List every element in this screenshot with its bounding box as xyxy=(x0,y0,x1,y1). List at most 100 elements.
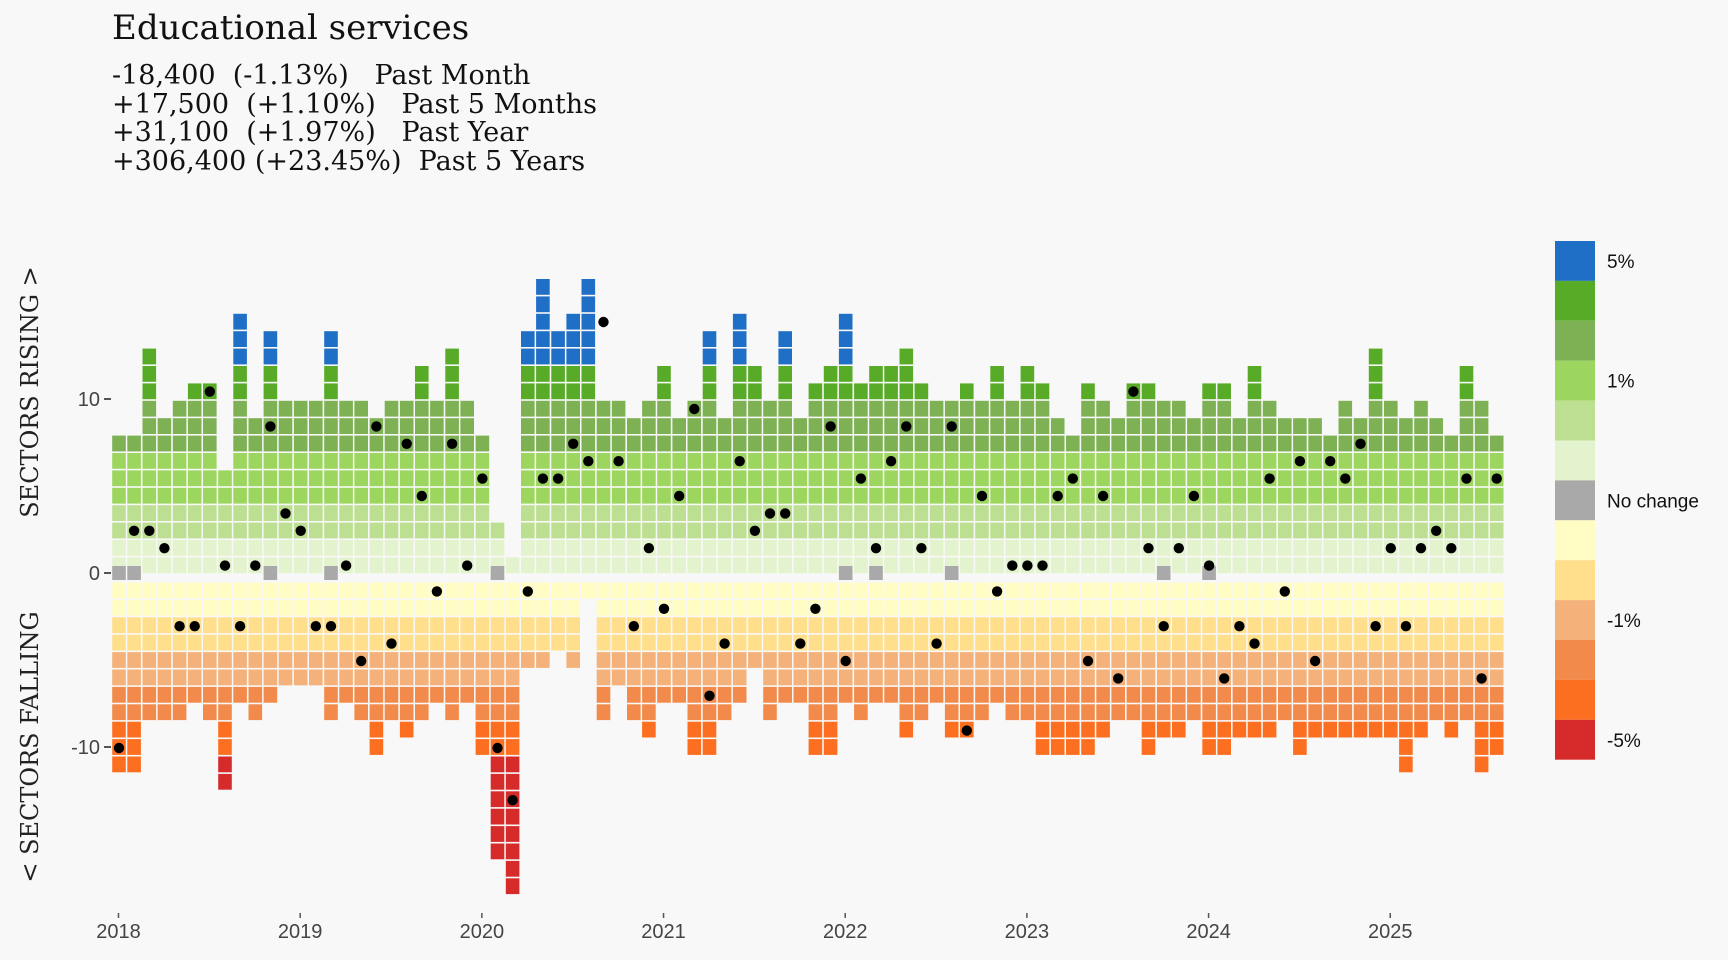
rising-tile xyxy=(944,435,959,452)
rising-tile xyxy=(157,505,172,521)
rising-tile xyxy=(521,487,535,504)
rising-tile xyxy=(581,366,596,382)
rising-tile xyxy=(1429,540,1443,556)
falling-tile xyxy=(566,599,580,616)
falling-tile xyxy=(838,686,853,703)
falling-tile xyxy=(203,704,217,721)
falling-tile xyxy=(551,634,565,651)
falling-tile xyxy=(505,669,520,686)
selected-sector-dot xyxy=(1249,638,1260,649)
rising-tile xyxy=(914,470,929,487)
selected-sector-dot xyxy=(219,560,231,571)
falling-tile xyxy=(611,599,626,616)
falling-tile xyxy=(112,669,126,686)
falling-tile xyxy=(354,582,368,599)
rising-tile xyxy=(309,453,323,469)
falling-tile xyxy=(1338,634,1353,651)
rising-tile xyxy=(1429,453,1443,469)
rising-tile xyxy=(1005,505,1020,521)
selected-sector-dot xyxy=(492,742,503,754)
falling-tile xyxy=(399,704,414,721)
rising-tile xyxy=(1247,522,1262,539)
rising-tile xyxy=(127,470,141,487)
rising-tile xyxy=(339,435,353,452)
rising-tile xyxy=(1368,453,1383,469)
falling-tile xyxy=(1384,617,1398,634)
rising-tile xyxy=(127,435,141,452)
rising-tile xyxy=(1278,522,1292,539)
rising-tile xyxy=(566,313,580,330)
rising-tile xyxy=(263,470,278,487)
rising-tile xyxy=(566,540,580,556)
falling-tile xyxy=(1308,617,1322,634)
falling-tile xyxy=(929,686,944,703)
stat-past-5-years: +306,400 (+23.45%) Past 5 Years xyxy=(112,145,586,177)
falling-tile xyxy=(944,721,959,738)
falling-tile xyxy=(793,652,808,668)
falling-tile xyxy=(233,634,247,651)
rising-tile xyxy=(430,470,444,487)
rising-tile xyxy=(1459,366,1474,382)
selected-sector-dot xyxy=(1385,543,1397,554)
falling-tile xyxy=(1353,652,1368,668)
falling-tile xyxy=(1096,686,1110,703)
falling-tile xyxy=(445,617,459,634)
falling-tile xyxy=(157,617,172,634)
falling-tile xyxy=(1232,721,1247,738)
rising-tile xyxy=(430,487,444,504)
rising-tile xyxy=(581,348,596,365)
y-axis-label-falling: < SECTORS FALLING xyxy=(16,611,44,882)
falling-tile xyxy=(172,686,187,703)
rising-tile xyxy=(778,522,792,539)
rising-tile xyxy=(642,522,656,539)
falling-tile xyxy=(884,599,898,616)
rising-tile xyxy=(1035,383,1050,400)
falling-tile xyxy=(1489,704,1504,721)
falling-tile xyxy=(1187,704,1201,721)
rising-tile xyxy=(460,435,474,452)
falling-tile xyxy=(1474,704,1489,721)
selected-sector-dot xyxy=(1491,473,1502,484)
falling-tile xyxy=(899,634,914,651)
falling-tile xyxy=(1141,686,1156,703)
rising-tile xyxy=(1399,453,1413,469)
falling-tile xyxy=(293,634,308,651)
rising-tile xyxy=(233,366,247,382)
falling-tile xyxy=(1126,704,1141,721)
rising-tile xyxy=(1353,470,1368,487)
rising-tile xyxy=(793,505,808,521)
rising-tile xyxy=(1217,400,1231,417)
rising-tile xyxy=(324,331,338,347)
rising-tile xyxy=(1141,505,1156,521)
falling-tile xyxy=(157,582,172,599)
falling-tile xyxy=(1081,739,1095,755)
rising-tile xyxy=(1126,557,1141,574)
rising-tile xyxy=(1247,487,1262,504)
rising-tile xyxy=(854,435,868,452)
falling-tile xyxy=(1489,599,1504,616)
rising-tile xyxy=(536,505,550,521)
falling-tile xyxy=(505,704,520,721)
rising-tile xyxy=(1126,453,1141,469)
rising-tile xyxy=(960,487,974,504)
falling-tile xyxy=(354,686,368,703)
falling-tile xyxy=(596,669,611,686)
falling-tile xyxy=(823,599,838,616)
falling-tile xyxy=(1262,617,1277,634)
falling-tile xyxy=(445,669,459,686)
falling-tile xyxy=(1323,686,1337,703)
rising-tile xyxy=(354,418,368,434)
falling-tile xyxy=(732,669,747,686)
rising-tile xyxy=(581,435,596,452)
rising-tile xyxy=(233,522,247,539)
falling-tile xyxy=(975,634,989,651)
falling-tile xyxy=(1308,582,1322,599)
x-tick-label: 2021 xyxy=(641,921,686,943)
rising-tile xyxy=(263,400,278,417)
falling-tile xyxy=(1368,599,1383,616)
falling-tile xyxy=(218,634,232,651)
falling-tile xyxy=(1338,617,1353,634)
rising-tile xyxy=(929,540,944,556)
rising-tile xyxy=(732,557,747,574)
rising-tile xyxy=(1141,557,1156,574)
